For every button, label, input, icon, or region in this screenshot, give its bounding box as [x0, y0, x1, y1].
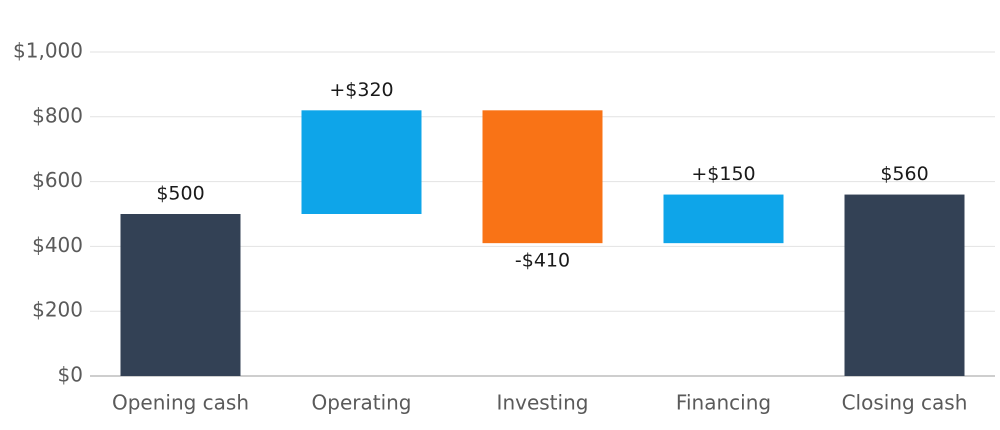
data-label: $560: [880, 163, 928, 185]
y-tick-label: $200: [32, 298, 83, 322]
bar: [120, 214, 241, 376]
x-tick-label: Financing: [676, 391, 771, 415]
x-tick-label: Closing cash: [842, 391, 968, 415]
y-tick-label: $0: [58, 363, 83, 387]
y-tick-label: $1,000: [13, 39, 83, 63]
x-tick-label: Investing: [497, 391, 589, 415]
y-tick-label: $600: [32, 168, 83, 192]
x-tick-label: Operating: [312, 391, 412, 415]
bar: [301, 110, 422, 214]
y-tick-label: $800: [32, 103, 83, 127]
bar: [844, 194, 965, 376]
data-label: -$410: [515, 250, 570, 272]
y-tick-label: $400: [32, 233, 83, 257]
bar: [663, 194, 784, 244]
data-label: +$320: [329, 79, 393, 101]
data-label: $500: [156, 183, 204, 205]
data-label: +$150: [691, 163, 755, 185]
bar: [482, 110, 603, 244]
x-tick-label: Opening cash: [112, 391, 249, 415]
